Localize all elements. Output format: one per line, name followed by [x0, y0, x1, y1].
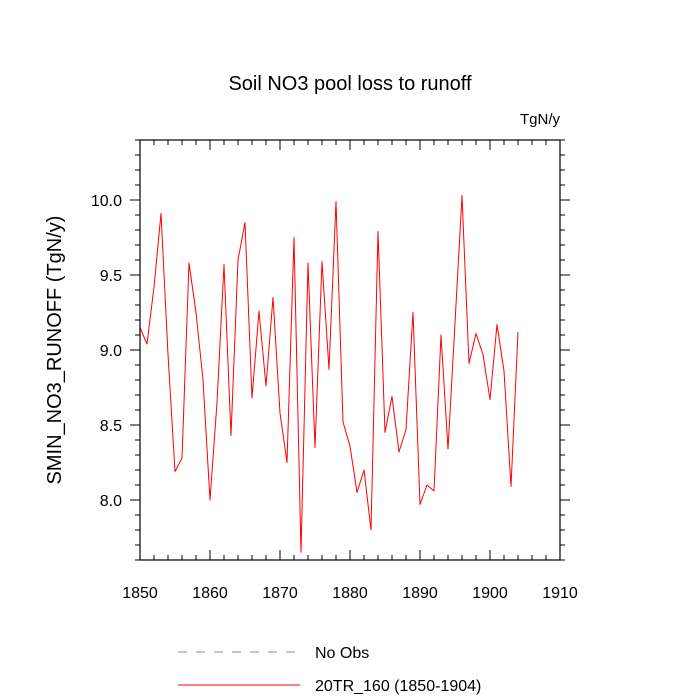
- x-tick-label: 1870: [262, 585, 298, 602]
- series-layer: [139, 195, 519, 553]
- x-tick-label: 1900: [472, 585, 508, 602]
- y-tick-label: 9.5: [100, 268, 122, 285]
- axis-ticks: [130, 139, 570, 561]
- chart-title: Soil NO3 pool loss to runoff: [228, 73, 472, 95]
- legend-label-no-obs: No Obs: [315, 645, 369, 662]
- x-tick-label: 1880: [332, 585, 368, 602]
- y-tick-label: 9.0: [100, 343, 122, 360]
- plot-frame: [139, 139, 561, 561]
- y-axis-label: SMIN_NO3_RUNOFF (TgN/y): [44, 216, 66, 485]
- x-tick-label: 1910: [542, 585, 578, 602]
- y-tick-label: 8.0: [100, 493, 122, 510]
- y-tick-label: 10.0: [91, 193, 122, 210]
- x-tick-labels: 1850 1860 1870 1880 1890 1900 1910: [122, 585, 578, 602]
- x-tick-label: 1860: [192, 585, 228, 602]
- legend: No Obs 20TR_160 (1850-1904): [178, 645, 481, 695]
- x-tick-label: 1850: [122, 585, 158, 602]
- legend-label-20tr-160: 20TR_160 (1850-1904): [315, 678, 481, 695]
- series-line-20tr-160: [139, 195, 519, 553]
- y-tick-label: 8.5: [100, 418, 122, 435]
- y-tick-labels: 8.0 8.5 9.0 9.5 10.0: [91, 193, 122, 510]
- units-label: TgN/y: [520, 111, 561, 128]
- x-tick-label: 1890: [402, 585, 438, 602]
